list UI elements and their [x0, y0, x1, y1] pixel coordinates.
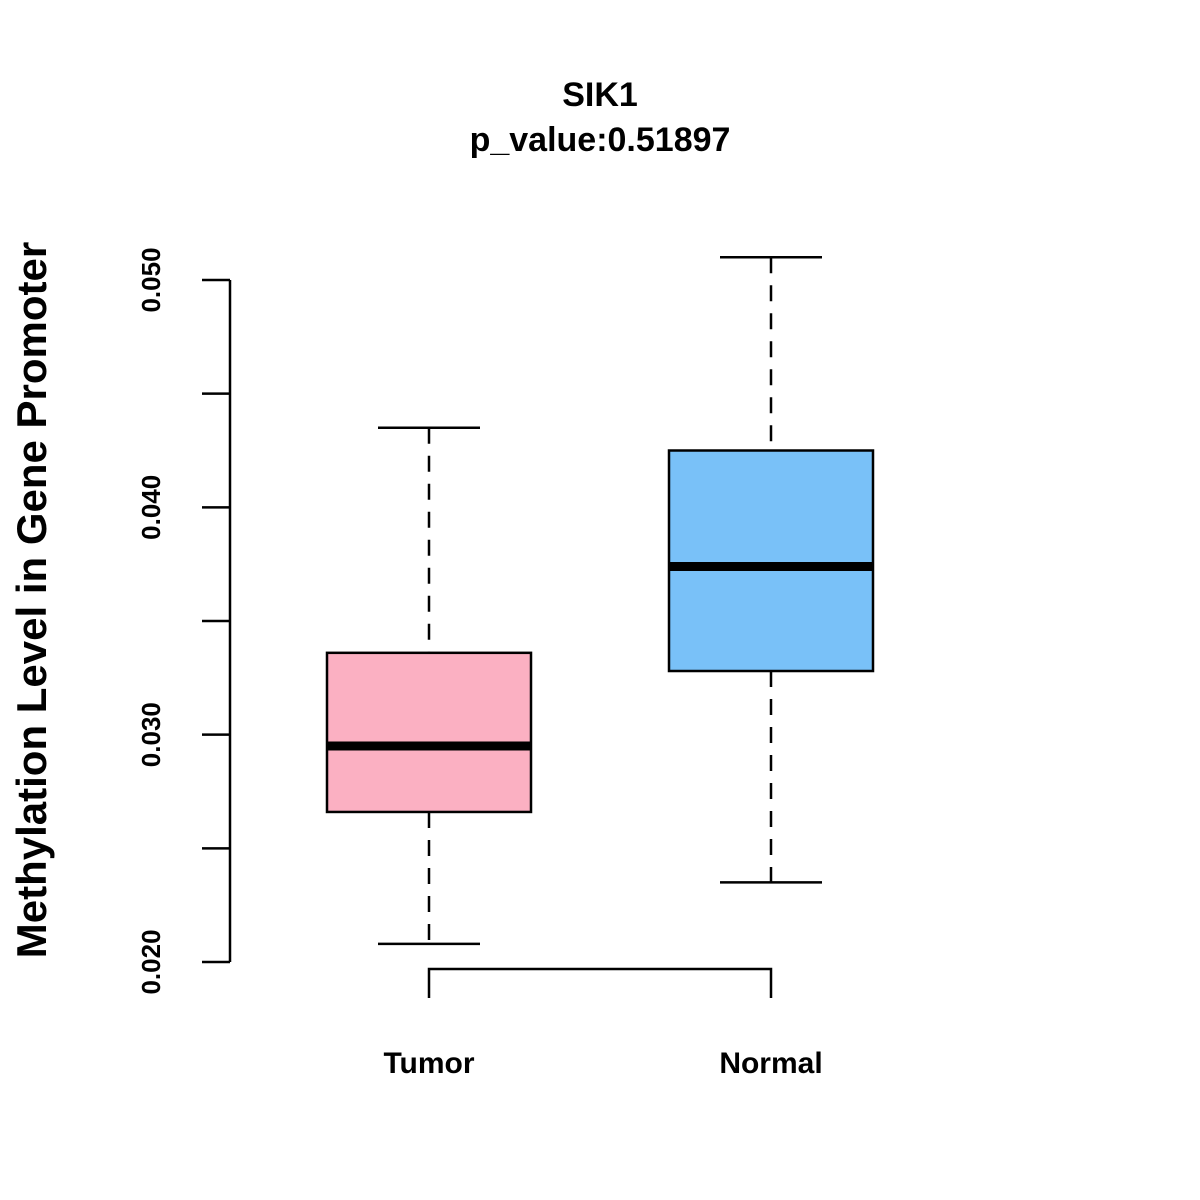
- y-tick-label: 0.050: [136, 247, 166, 312]
- box-normal: [667, 256, 875, 884]
- boxes: [325, 256, 875, 946]
- chart-subtitle: p_value:0.51897: [470, 121, 731, 159]
- iqr-box: [667, 449, 875, 673]
- y-tick-label: 0.040: [136, 475, 166, 540]
- y-tick-label: 0.020: [136, 929, 166, 994]
- box-tumor: [325, 426, 533, 946]
- chart-title: SIK1: [562, 76, 638, 114]
- y-tick-label: 0.030: [136, 702, 166, 767]
- category-label-normal: Normal: [719, 1047, 822, 1080]
- bracket-line: [427, 967, 773, 998]
- comparison-bracket: [427, 967, 773, 998]
- category-label-tumor: Tumor: [383, 1047, 474, 1080]
- iqr-box: [325, 651, 533, 814]
- y-axis-label: Methylation Level in Gene Promoter: [8, 242, 55, 958]
- y-axis: 0.020 0.030 0.040 0.050: [136, 247, 232, 995]
- category-labels: Tumor Normal: [383, 1047, 822, 1080]
